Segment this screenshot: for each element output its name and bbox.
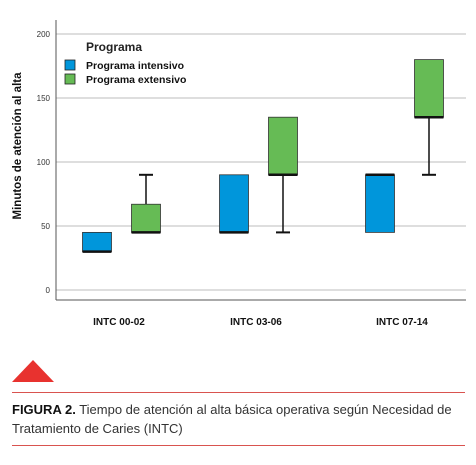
caption-label: FIGURA 2. — [12, 402, 76, 417]
caption-divider-top — [12, 392, 465, 393]
y-tick-label: 200 — [37, 30, 51, 39]
box-1-1 — [268, 116, 298, 176]
y-tick-label: 50 — [41, 222, 50, 231]
y-tick-label: 100 — [37, 158, 51, 167]
box-0-0 — [82, 231, 112, 252]
legend-label-extensivo: Programa extensivo — [86, 74, 186, 86]
caption-divider-bottom — [12, 445, 465, 446]
legend-swatch-intensivo — [64, 59, 76, 71]
x-category-label: INTC 00-02 — [93, 317, 145, 328]
caption-text: Tiempo de atención al alta básica operat… — [12, 402, 452, 436]
boxes — [82, 59, 444, 253]
axes — [55, 20, 466, 301]
y-tick-labels: 0 50 100 150 200 — [37, 30, 51, 295]
legend-swatch-extensivo — [64, 73, 76, 85]
box-0-2 — [365, 174, 395, 233]
gridlines — [56, 33, 466, 291]
y-tick-label: 0 — [46, 286, 51, 295]
x-category-labels: INTC 00-02 INTC 03-06 INTC 07-14 — [93, 317, 428, 328]
boxplot-chart: 0 50 100 150 200 INTC 00-02 INTC 03-06 INTC 07… — [12, 20, 466, 328]
y-tick-label: 150 — [37, 94, 51, 103]
box-1-0 — [131, 203, 161, 233]
x-category-label: INTC 03-06 — [230, 317, 282, 328]
y-axis-label: Minutos de atención al alta — [12, 72, 24, 220]
legend: Programa Programa intensivo Programa ext… — [64, 40, 186, 86]
caption-marker-triangle — [12, 360, 54, 382]
box-0-1 — [219, 174, 249, 233]
legend-title: Programa — [86, 40, 142, 54]
x-category-label: INTC 07-14 — [376, 317, 428, 328]
box-1-2 — [414, 59, 444, 118]
legend-label-intensivo: Programa intensivo — [86, 60, 184, 72]
figure-caption: FIGURA 2. Tiempo de atención al alta bás… — [12, 400, 467, 438]
